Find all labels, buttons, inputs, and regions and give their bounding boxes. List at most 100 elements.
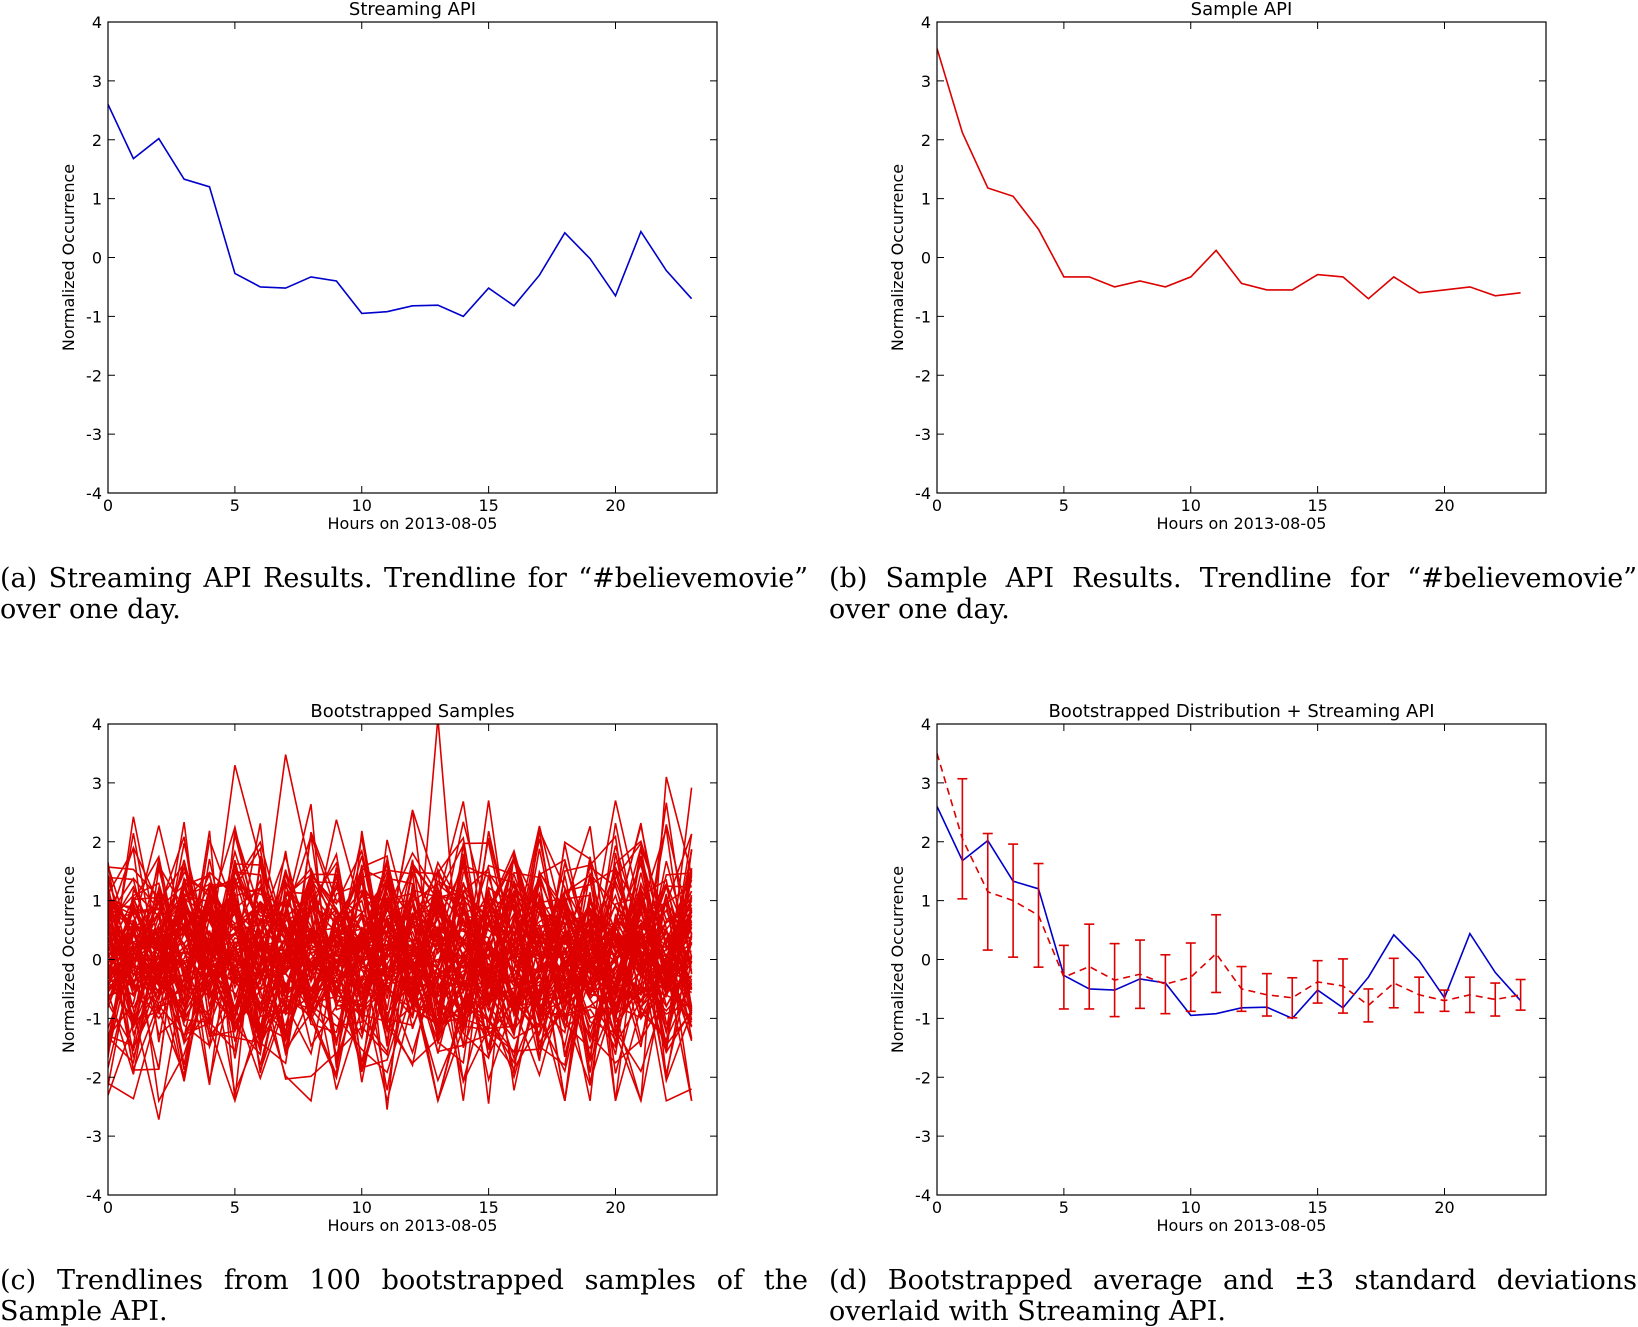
bootstrap-sample-line [108,858,693,1101]
plot-area [108,724,693,1120]
x-tick-label: 5 [1059,1198,1069,1217]
y-tick-label: 3 [921,72,931,91]
x-tick-label: 0 [932,1198,942,1217]
x-tick-label: 5 [1059,496,1069,515]
plot-area [108,104,693,318]
y-tick-label: 4 [921,13,931,32]
y-tick-label: 0 [92,249,102,268]
x-tick-label: 20 [605,1198,625,1217]
y-tick-label: 0 [921,249,931,268]
x-axis-label: Hours on 2013-08-05 [328,1216,498,1235]
chart-b: 0 5 10 15 20 -4 -3 -2 -1 0 1 2 3 4 Sample API Hours on … [888,0,1547,533]
series-line-0 [108,104,693,318]
bootstrap-sample-line [108,842,693,1070]
chart-title: Sample API [1191,0,1293,20]
x-tick-label: 10 [1181,1198,1201,1217]
y-tick-label: 3 [92,72,102,91]
y-axis-label: Normalized Occurrence [888,866,907,1053]
x-tick-label: 5 [230,1198,240,1217]
y-tick-label: -3 [915,425,931,444]
y-tick-label: -1 [915,307,931,326]
y-tick-label: -3 [86,1127,102,1146]
bootstrap-sample-line [108,854,693,1080]
y-tick-label: 4 [92,13,102,32]
y-tick-label: 4 [92,715,102,734]
y-tick-label: 3 [92,774,102,793]
x-axis-label: Hours on 2013-08-05 [1157,1216,1327,1235]
y-axis-label: Normalized Occurrence [59,164,78,351]
x-tick-label: 10 [352,496,372,515]
y-tick-label: 4 [921,715,931,734]
y-tick-label: -2 [915,1068,931,1087]
bootstrap-sample-line [108,830,693,1058]
x-tick-label: 15 [1307,496,1327,515]
x-tick-label: 0 [932,496,942,515]
y-tick-label: 2 [92,131,102,150]
axes-frame [936,21,1547,494]
bootstrap-sample-line [108,831,693,1044]
x-tick-label: 15 [478,1198,498,1217]
x-axis-label: Hours on 2013-08-05 [328,514,498,533]
chart-title: Bootstrapped Distribution + Streaming AP… [1048,701,1434,722]
y-tick-label: -4 [86,1186,102,1205]
y-tick-label: 2 [921,131,931,150]
y-tick-label: 0 [92,951,102,970]
bootstrap-sample-line [108,864,693,1090]
caption-d: (d) Bootstrapped average and ±3 standard… [829,1265,1637,1327]
x-tick-label: 5 [230,496,240,515]
y-tick-label: -4 [86,484,102,503]
x-tick-label: 15 [478,496,498,515]
bootstrap-sample-line [108,855,693,1104]
x-tick-label: 0 [103,496,113,515]
y-tick-label: -1 [86,1009,102,1028]
y-tick-label: 1 [92,190,102,209]
bootstrap-sample-line [108,839,693,1042]
chart-a: 0 5 10 15 20 -4 -3 -2 -1 0 1 2 3 4 Streaming API Hours … [59,0,718,533]
y-tick-label: 1 [92,892,102,911]
bootstrap-sample-line [108,802,693,1027]
chart-d: 0 5 10 15 20 -4 -3 -2 -1 0 1 2 3 4 Bootstrapped Distri… [888,701,1547,1235]
bootstrap-sample-line [108,830,693,1048]
y-tick-label: -3 [915,1127,931,1146]
plot-area [937,48,1521,300]
y-axis-label: Normalized Occurrence [59,866,78,1053]
y-tick-label: 0 [921,951,931,970]
y-tick-label: -2 [86,1068,102,1087]
bootstrap-sample-line [108,821,693,1104]
x-tick-label: 20 [605,496,625,515]
caption-b: (b) Sample API Results. Trendline for “#… [829,563,1637,625]
y-tick-label: -2 [86,366,102,385]
series-line-0 [937,806,1522,1020]
x-tick-label: 15 [1307,1198,1327,1217]
y-tick-label: -3 [86,425,102,444]
y-tick-label: 2 [921,833,931,852]
bootstrap-sample-line [108,832,693,1043]
chart-title: Streaming API [349,0,476,20]
bootstrap-sample-line [108,882,693,1091]
y-tick-label: -1 [915,1009,931,1028]
y-tick-label: -2 [915,366,931,385]
x-axis-label: Hours on 2013-08-05 [1157,514,1327,533]
axes-frame [936,723,1547,1196]
y-tick-label: 3 [921,774,931,793]
y-tick-label: 2 [92,833,102,852]
caption-c: (c) Trendlines from 100 bootstrapped sam… [0,1265,808,1327]
caption-a: (a) Streaming API Results. Trendline for… [0,563,808,625]
x-tick-label: 20 [1434,496,1454,515]
y-tick-label: -4 [915,1186,931,1205]
x-tick-label: 20 [1434,1198,1454,1217]
y-tick-label: 1 [921,892,931,911]
plot-area [937,753,1526,1023]
axes-frame [107,21,718,494]
y-tick-label: -1 [86,307,102,326]
chart-title: Bootstrapped Samples [310,701,514,722]
series-line-0 [937,48,1521,300]
x-tick-label: 10 [352,1198,372,1217]
x-tick-label: 0 [103,1198,113,1217]
y-tick-label: 1 [921,190,931,209]
chart-c: 0 5 10 15 20 -4 -3 -2 -1 0 1 2 3 4 Bootstrapped Sample… [59,701,718,1235]
x-tick-label: 10 [1181,496,1201,515]
series-line-1 [937,753,1521,1007]
y-axis-label: Normalized Occurrence [888,164,907,351]
